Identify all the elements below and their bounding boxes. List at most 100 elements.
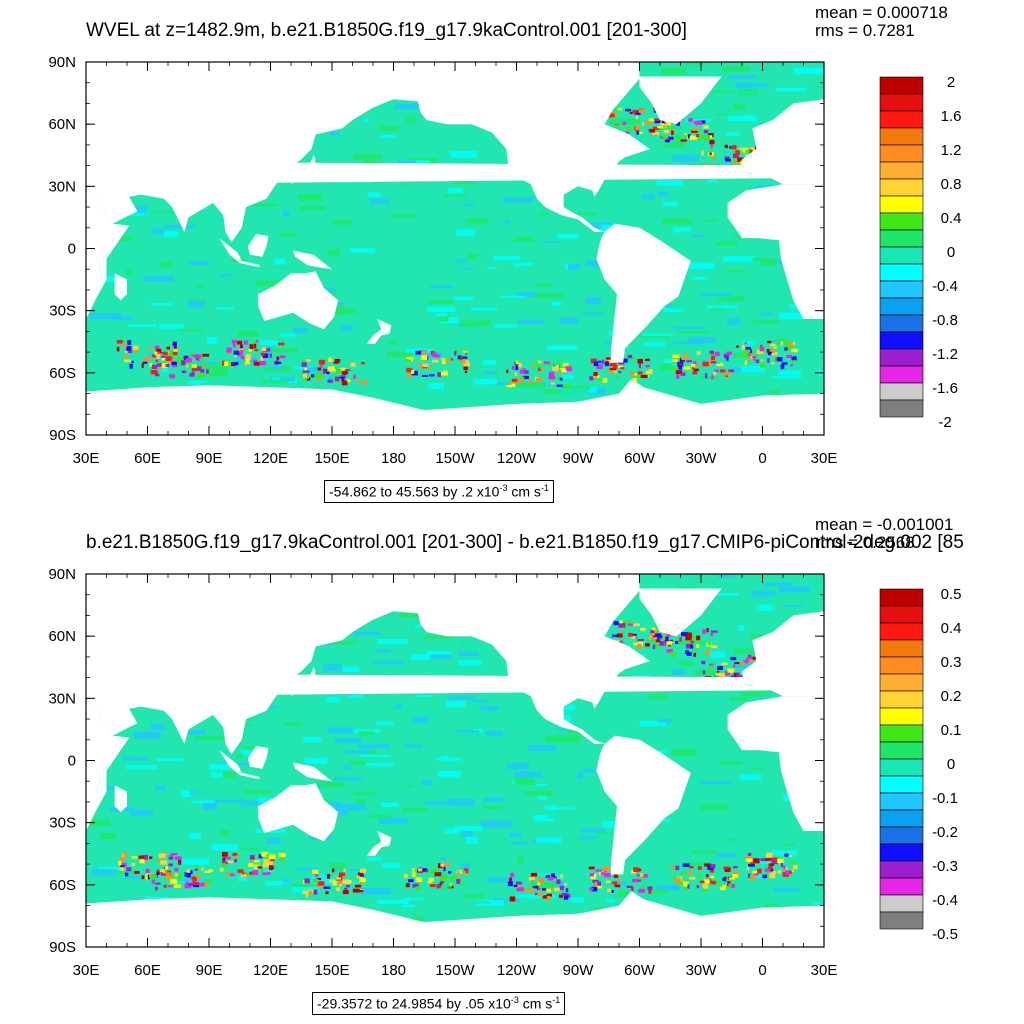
colorbar-swatch <box>879 792 924 811</box>
land-greenland <box>639 588 722 637</box>
land-africa-west <box>727 696 824 831</box>
land-europe-east <box>742 62 824 185</box>
land-africa-wrap <box>824 696 867 831</box>
lon-tick-label: 120E <box>253 450 288 467</box>
colorbar-label: 0.5 <box>941 586 962 603</box>
colorbar-label: -1.2 <box>932 346 958 363</box>
colorbar-swatch <box>879 314 924 333</box>
contour-exp: -3 <box>510 995 519 1005</box>
land-europe-east <box>742 574 824 697</box>
lon-tick-label: 180 <box>381 962 406 979</box>
colorbar-swatch <box>879 809 924 828</box>
colorbar-label: 0.4 <box>941 210 962 227</box>
colorbar-label: 0.1 <box>941 722 962 739</box>
lat-tick-label: 90N <box>48 54 76 71</box>
colorbar-swatch <box>879 877 924 896</box>
colorbar-swatch <box>879 399 924 418</box>
lon-tick-label: 0 <box>758 962 766 979</box>
colorbar-swatch <box>879 297 924 316</box>
colorbar-swatch <box>879 229 924 248</box>
lon-tick-label: 120W <box>497 450 537 467</box>
colorbar-label: -0.4 <box>932 892 958 909</box>
colorbar-swatch <box>879 161 924 180</box>
colorbar-swatch <box>879 826 924 845</box>
land-borneo <box>247 746 269 769</box>
colorbar-swatch <box>879 382 924 401</box>
colorbar: 0.5 0.4 0.3 0.2 0.1 0 -0.1 -0.2 -0.3 -0.4 -0.5 <box>879 586 962 943</box>
colorbar-label: 0.2 <box>941 688 962 705</box>
colorbar-swatch <box>879 741 924 760</box>
lon-tick-label: 30E <box>73 962 100 979</box>
colorbar-swatch <box>879 758 924 777</box>
lon-tick-label: 60E <box>134 962 161 979</box>
colorbar-swatch <box>879 195 924 214</box>
land-north-america <box>393 62 650 232</box>
lat-tick-label: 0 <box>68 753 76 770</box>
stats: mean = 0.000718 rms = 0.7281 <box>815 4 948 40</box>
land-eurasia <box>86 574 394 755</box>
colorbar-swatch <box>879 144 924 163</box>
lat-tick-label: 30S <box>49 303 76 320</box>
colorbar-label: 0 <box>947 244 955 261</box>
colorbar-label: -0.2 <box>932 824 958 841</box>
colorbar-label: -0.8 <box>932 312 958 329</box>
colorbar-swatch <box>879 246 924 265</box>
colorbar-label: -0.4 <box>932 278 958 295</box>
colorbar-label: -2 <box>938 414 951 431</box>
colorbar-swatch <box>879 894 924 913</box>
colorbar-label: 0.8 <box>941 176 962 193</box>
lon-tick-label: 90E <box>196 962 223 979</box>
lon-tick-label: 30E <box>811 450 838 467</box>
land-eurasia-wrap <box>824 574 1024 754</box>
colorbar-swatch <box>879 588 924 607</box>
ocean-field <box>86 62 1024 435</box>
colorbar-swatch <box>879 724 924 743</box>
contour-unit-exp: -1 <box>552 995 561 1005</box>
land-madagascar <box>114 273 127 301</box>
panel-difference: b.e21.B1850G.f19_g17.9kaControl.001 [201… <box>0 512 1024 1024</box>
colorbar-swatch <box>879 775 924 794</box>
land-eurasia <box>86 62 394 243</box>
lon-tick-label: 90E <box>196 450 223 467</box>
lon-tick-label: 90W <box>563 450 595 467</box>
land-new-guinea <box>293 762 332 782</box>
land-africa <box>86 184 130 319</box>
colorbar-swatch <box>879 93 924 112</box>
map-plot: 90N 60N 30N 0 30S 60S 90S 30E 60E 90E 120E 150E 180 1… <box>48 566 1024 979</box>
colorbar-label: -0.3 <box>932 858 958 875</box>
land-japan <box>291 667 316 697</box>
lat-tick-label: 30S <box>49 815 76 832</box>
colorbar-swatch <box>879 331 924 350</box>
lat-tick-label: 30N <box>48 178 76 195</box>
colorbar-swatch <box>879 673 924 692</box>
land-eurasia-wrap <box>824 62 1024 242</box>
axis-ticks: 90N 60N 30N 0 30S 60S 90S 30E 60E 90E 120E 150E 180 1… <box>48 54 837 467</box>
contour-unit: cm s <box>518 995 553 1012</box>
lon-tick-label: 0 <box>758 450 766 467</box>
colorbar-label: 1.6 <box>941 108 962 125</box>
lon-tick-label: 30W <box>686 450 718 467</box>
lon-tick-label: 120W <box>497 962 537 979</box>
land-new-zealand <box>366 319 392 344</box>
contour-info-box: -29.3572 to 24.9854 by .05 x10-3 cm s-1 <box>312 992 566 1015</box>
lat-tick-label: 90N <box>48 566 76 583</box>
lat-tick-label: 60S <box>49 365 76 382</box>
land-australia <box>258 783 339 842</box>
lon-tick-label: 150E <box>314 450 349 467</box>
colorbar-swatch <box>879 365 924 384</box>
colorbar-swatch <box>879 622 924 641</box>
colorbar-swatch <box>879 178 924 197</box>
plot-title: b.e21.B1850G.f19_g17.9kaControl.001 [201… <box>86 532 964 553</box>
colorbar-swatch <box>879 127 924 146</box>
lon-tick-label: 30W <box>686 962 718 979</box>
stats-mean: mean = 0.000718 <box>815 3 948 22</box>
stats-rms: rms = 0.7281 <box>815 21 915 40</box>
land-antarctica <box>86 379 824 435</box>
lon-tick-label: 30E <box>811 962 838 979</box>
colorbar-label: 2 <box>947 74 955 91</box>
colorbar-label: 0.4 <box>941 620 962 637</box>
lat-tick-label: 60N <box>48 116 76 133</box>
colorbar-label: -0.1 <box>932 790 958 807</box>
lon-tick-label: 60W <box>624 450 656 467</box>
colorbar-swatch <box>879 843 924 862</box>
